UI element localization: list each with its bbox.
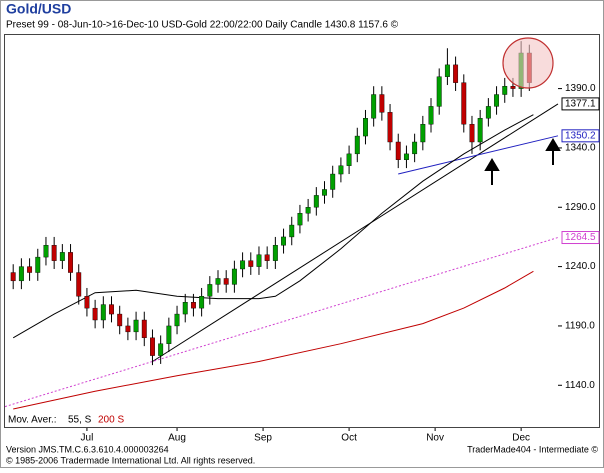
footer-version: Version JMS.TM.C.6.3.610.4.000003264 — [6, 444, 169, 454]
candle-body — [354, 135, 360, 155]
moving-average — [12, 114, 534, 339]
candle-body — [469, 123, 475, 143]
candle-body — [477, 118, 483, 143]
legend-entry: 55, S — [68, 415, 92, 426]
x-tick-label: Sep — [254, 433, 272, 444]
candle-body — [502, 86, 508, 95]
candle-body — [199, 296, 205, 309]
candle-body — [174, 313, 180, 327]
chart-subtitle: Preset 99 - 08-Jun-10->16-Dec-10 USD-Gol… — [6, 20, 399, 31]
candle-body — [207, 284, 213, 297]
candle-body — [59, 252, 65, 261]
candle-body — [109, 304, 114, 315]
footer-right: TraderMade404 - Intermediate © — [467, 444, 598, 454]
candle-body — [371, 94, 377, 119]
candle-body — [166, 325, 172, 344]
candle-body — [281, 236, 287, 246]
candle-body — [92, 307, 98, 321]
candle-body — [428, 106, 434, 125]
legend-entry: 200 S — [98, 415, 124, 426]
candle-body — [420, 123, 426, 143]
candle-body — [18, 266, 24, 282]
candle-body — [182, 302, 188, 315]
candle-body — [240, 260, 246, 270]
candle-body — [272, 245, 278, 261]
candle-body — [444, 64, 450, 77]
trendline — [4, 237, 559, 408]
candle-body — [27, 266, 33, 273]
candle-body — [133, 319, 139, 333]
candle-body — [412, 141, 418, 155]
candle-body — [264, 254, 270, 261]
trendline — [398, 135, 559, 175]
x-tick-label: Oct — [341, 433, 357, 444]
level-label: 1264.5 — [565, 232, 596, 243]
candle-body — [387, 112, 393, 143]
candle-body — [305, 207, 311, 214]
candle-body — [76, 272, 82, 297]
candle-body — [330, 173, 336, 190]
candle-body — [248, 260, 254, 267]
candle-body — [289, 224, 295, 238]
candle-body — [68, 252, 73, 273]
candle-body — [215, 278, 221, 285]
candle-body — [363, 118, 368, 137]
x-tick-label: Aug — [168, 433, 186, 444]
x-tick-label: Dec — [512, 433, 530, 444]
candle-body — [141, 319, 147, 339]
plot-frame — [4, 34, 600, 428]
candle-body — [494, 94, 500, 107]
candle-body — [51, 245, 57, 261]
moving-average — [13, 270, 534, 410]
y-tick-label: 1290.0 — [565, 202, 596, 213]
chart-title: Gold/USD — [6, 1, 71, 17]
candle-body — [150, 337, 155, 356]
candle-body — [231, 268, 237, 285]
plot: 1140.0 1190.0 1240.0 1290.0 1340.0 1390.0 Jul A… — [4, 41, 600, 444]
candle-body — [313, 195, 319, 208]
candle-body — [461, 82, 467, 125]
footer-copyright: © 1985-2006 Tradermade International Ltd… — [6, 455, 255, 465]
highlight-circle — [502, 37, 554, 89]
candle-body — [10, 272, 16, 282]
legend-label: Mov. Aver.: — [8, 415, 57, 426]
candle-body — [158, 343, 164, 356]
candle-body — [485, 106, 491, 119]
candle-body — [453, 64, 459, 83]
candle-body — [125, 325, 131, 333]
level-label: 1350.2 — [565, 130, 596, 141]
candle-body — [190, 302, 196, 309]
candle-body — [35, 256, 41, 273]
candle-body — [100, 304, 106, 321]
candle-body — [346, 153, 352, 166]
y-tick-label: 1340.0 — [565, 143, 596, 154]
trendline — [152, 103, 559, 362]
y-tick-label: 1190.0 — [565, 321, 595, 332]
candle-body — [436, 76, 442, 107]
y-tick-label: 1140.0 — [565, 380, 595, 391]
candle-body — [338, 165, 344, 175]
y-tick-label: 1240.0 — [565, 261, 596, 272]
x-tick-label: Nov — [426, 433, 444, 444]
level-box — [561, 129, 600, 143]
candle-body — [256, 254, 262, 267]
candle-body — [395, 141, 401, 160]
candle-body — [510, 86, 516, 89]
candle-body — [223, 278, 229, 285]
candle-body — [403, 153, 409, 160]
candle-body — [297, 212, 303, 226]
level-box — [561, 231, 600, 245]
candle-body — [379, 94, 385, 113]
candle-body — [84, 296, 90, 309]
arrows — [484, 138, 561, 185]
level-box — [561, 97, 600, 111]
y-tick-label: 1390.0 — [565, 83, 596, 94]
candle-body — [322, 189, 327, 196]
candle-body — [117, 313, 123, 327]
candle-body — [43, 245, 49, 258]
x-tick-label: Jul — [81, 433, 94, 444]
level-label: 1377.1 — [565, 99, 596, 110]
